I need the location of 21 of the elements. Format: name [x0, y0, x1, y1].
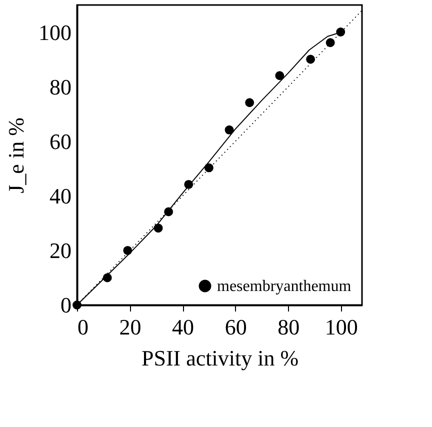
y-tick-label: 40 — [50, 183, 72, 208]
y-tick-label: 20 — [50, 238, 72, 263]
x-axis-title: PSII activity in % — [141, 346, 299, 370]
x-tick-label: 80 — [278, 314, 300, 340]
y-tick-label: 100 — [38, 20, 72, 45]
x-tick-label: 60 — [224, 314, 247, 340]
y-axis-title: J_e in % — [4, 118, 28, 194]
y-tick-label: 80 — [50, 74, 72, 100]
x-tick-label: 20 — [119, 314, 142, 340]
point — [326, 38, 335, 48]
point — [275, 71, 284, 80]
point — [224, 125, 234, 134]
y-tick-label: 60 — [50, 128, 72, 154]
x-tick-label: 100 — [324, 314, 358, 340]
x-tick-label: 0 — [78, 314, 88, 340]
point — [245, 98, 254, 108]
point — [72, 300, 82, 310]
legend-label: mesembryanthemum — [217, 278, 352, 295]
x-tick-label: 40 — [172, 314, 194, 340]
y-tick-label: 0 — [60, 292, 72, 318]
point — [306, 54, 316, 64]
